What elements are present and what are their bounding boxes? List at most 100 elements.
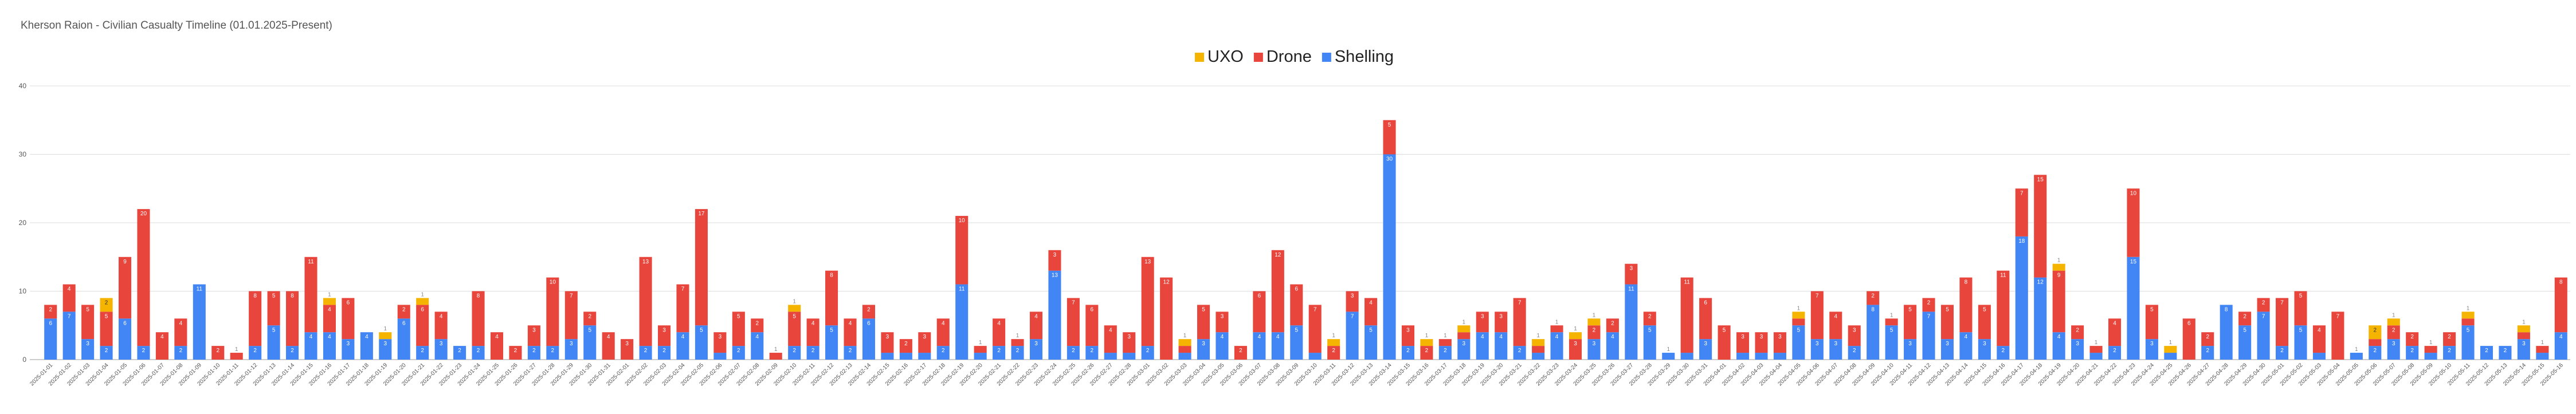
bar-segment xyxy=(2406,332,2419,346)
bar-segment xyxy=(1904,339,1917,360)
bar-segment xyxy=(2424,346,2437,353)
bar-segment xyxy=(1383,120,1396,155)
bar-segment xyxy=(546,277,559,346)
data-label: 20 xyxy=(140,211,147,217)
bar-segment xyxy=(695,209,708,326)
data-label: 2 xyxy=(402,306,406,313)
data-label: 3 xyxy=(1202,341,1205,347)
bar-segment xyxy=(1810,339,1824,360)
bar-segment xyxy=(1829,312,1842,340)
bar-segment xyxy=(1625,284,1638,360)
data-label: 2 xyxy=(1425,348,1429,354)
bar-segment xyxy=(2164,346,2177,353)
bar-segment xyxy=(1587,339,1601,360)
bar-segment xyxy=(1643,312,1656,326)
bar-segment xyxy=(1438,346,1452,360)
data-label: 5 xyxy=(1946,306,1949,313)
legend-swatch xyxy=(1322,53,1331,62)
bar-segment xyxy=(1178,339,1191,346)
data-label: 10 xyxy=(2130,190,2137,196)
data-label: 2 xyxy=(2206,348,2209,354)
bar-segment xyxy=(1606,318,1619,333)
data-label: 12 xyxy=(1275,252,1281,258)
data-label: 5 xyxy=(2299,293,2303,299)
data-label: 13 xyxy=(1144,259,1151,265)
legend-label: Drone xyxy=(1267,48,1312,66)
data-label: 1 xyxy=(1183,333,1187,339)
bar-segment xyxy=(1550,332,1563,360)
bar-segment xyxy=(249,346,262,360)
bar-segment xyxy=(323,298,336,305)
data-label: 3 xyxy=(440,341,443,347)
data-label: 4 xyxy=(1276,334,1280,340)
data-label: 1 xyxy=(1593,312,1596,318)
data-label: 2 xyxy=(179,348,183,354)
data-label: 1 xyxy=(1536,333,1540,339)
bar-segment xyxy=(1736,353,1750,360)
data-label: 6 xyxy=(421,306,424,313)
bar-segment xyxy=(1457,339,1471,360)
data-label: 3 xyxy=(1704,341,1707,347)
bar-segment xyxy=(1383,154,1396,360)
data-label: 2 xyxy=(1648,313,1652,320)
data-label: 2 xyxy=(1332,348,1335,354)
data-label: 4 xyxy=(1369,299,1373,306)
bar-segment xyxy=(639,346,652,360)
bar-segment xyxy=(193,284,206,360)
data-label: 1 xyxy=(421,291,424,298)
data-label: 3 xyxy=(384,341,387,347)
bar-segment xyxy=(1401,346,1414,360)
bar-segment xyxy=(1495,312,1508,333)
bar-segment xyxy=(286,346,299,360)
bar-segment xyxy=(1736,332,1750,353)
bar-segment xyxy=(751,318,764,333)
bar-segment xyxy=(1346,312,1359,360)
data-label: 2 xyxy=(1444,348,1447,354)
bar-segment xyxy=(472,346,485,360)
bar-segment xyxy=(434,339,448,360)
bar-segment xyxy=(1048,250,1061,271)
data-label: 8 xyxy=(2225,306,2228,313)
data-label: 8 xyxy=(1871,306,1875,313)
data-label: 7 xyxy=(1072,299,1075,306)
bar-segment xyxy=(825,270,838,326)
legend-swatch xyxy=(1195,53,1204,62)
bar-segment xyxy=(1234,346,1247,360)
bar-segment xyxy=(732,346,745,360)
data-label: 4 xyxy=(440,313,443,320)
bar-segment xyxy=(899,339,912,353)
bar-segment xyxy=(1178,353,1191,360)
bar-segment xyxy=(1513,298,1526,346)
bar-segment xyxy=(1829,339,1842,360)
bar-segment xyxy=(100,298,113,312)
data-label: 1 xyxy=(979,340,982,346)
data-label: 2 xyxy=(2448,348,2451,354)
bar-segment xyxy=(676,284,689,333)
bar-segment xyxy=(2201,332,2214,346)
bar-segment xyxy=(1253,291,1266,333)
bar-segment xyxy=(230,353,243,360)
data-label: 11 xyxy=(959,286,965,293)
bar-segment xyxy=(1327,346,1340,360)
bar-segment xyxy=(1662,353,1675,360)
bar-segment xyxy=(1048,270,1061,360)
data-label: 2 xyxy=(551,348,555,354)
data-label: 7 xyxy=(2262,313,2265,320)
data-label: 4 xyxy=(849,320,852,326)
data-label: 6 xyxy=(1704,299,1707,306)
data-label: 3 xyxy=(1778,334,1782,340)
bar-segment xyxy=(2052,263,2065,271)
data-label: 2 xyxy=(1091,348,1094,354)
data-label: 8 xyxy=(253,293,257,299)
bar-segment xyxy=(1848,346,1861,360)
bar-segment xyxy=(2015,236,2028,360)
data-label: 10 xyxy=(550,279,556,286)
bar-segment xyxy=(323,332,336,360)
bar-segment xyxy=(844,318,857,346)
data-label: 11 xyxy=(1628,286,1634,293)
legend-swatch xyxy=(1253,53,1263,62)
data-label: 3 xyxy=(1908,341,1912,347)
data-label: 2 xyxy=(1611,320,1614,326)
bar-segment xyxy=(360,332,373,360)
bar-segment xyxy=(118,318,132,360)
